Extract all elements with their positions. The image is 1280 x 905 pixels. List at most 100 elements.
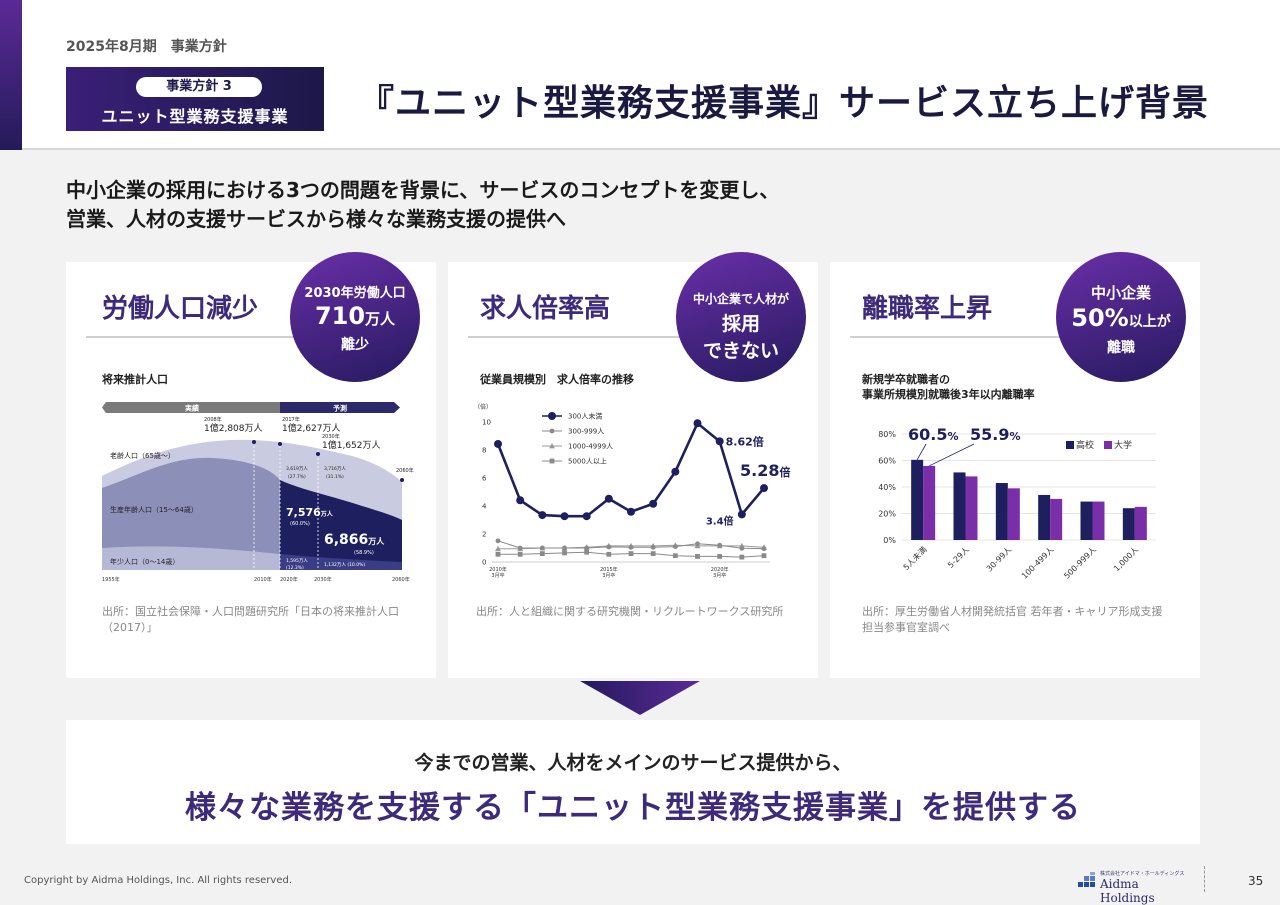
legend-label: 300-999人 xyxy=(568,428,604,436)
policy-name: ユニット型業務支援事業 xyxy=(101,107,289,126)
working-band-forecast xyxy=(280,480,402,570)
legend-marker xyxy=(548,412,556,420)
label-2008-value: 1億2,808万人 xyxy=(204,422,263,434)
card-turnover: 離職率上昇 中小企業 50%以上が 離職 新規学卒就職者の 事業所規模別就職後3… xyxy=(830,252,1200,678)
legend-label: 300人未満 xyxy=(568,412,602,421)
phase-actual-label: 実績 xyxy=(185,404,199,413)
child-2020: 1,595万人 xyxy=(286,558,308,564)
page-title: 『ユニット型業務支援事業』サービス立ち上げ背景 xyxy=(358,83,1210,124)
label-elderly: 老齢人口（65歳～） xyxy=(110,451,175,460)
label-2017-value: 1億2,627万人 xyxy=(282,422,341,434)
bar xyxy=(995,483,1008,540)
data-point xyxy=(517,551,523,557)
x-tick-label: 500-999人 xyxy=(1062,545,1098,581)
y-tick-label: 80% xyxy=(878,430,896,439)
point-2017 xyxy=(278,442,282,446)
x-tick-2030: 2030年 xyxy=(314,576,332,583)
badge-circle: 中小企業 50%以上が 離職 xyxy=(1056,252,1186,382)
copyright: Copyright by Aidma Holdings, Inc. All ri… xyxy=(24,875,293,886)
working-2020: 7,576万人 xyxy=(286,506,334,519)
bar xyxy=(1122,508,1135,540)
annotation-university-value: 55.9 xyxy=(970,425,1009,444)
bar xyxy=(1080,501,1093,540)
data-point xyxy=(539,551,545,556)
badge-line-3: できない xyxy=(702,340,779,362)
data-point xyxy=(671,467,680,476)
data-point xyxy=(693,419,702,428)
data-point xyxy=(672,544,678,549)
bar xyxy=(911,459,924,540)
annotation-leader xyxy=(928,443,975,467)
divider xyxy=(86,336,416,338)
y-tick-label: 10 xyxy=(482,419,491,427)
data-point xyxy=(495,551,501,557)
x-tick-2020: 2020年 xyxy=(280,576,298,583)
data-point xyxy=(737,510,746,519)
data-point xyxy=(672,553,678,559)
card-title: 求人倍率高 xyxy=(480,294,611,324)
badge-line-1: 中小企業で人材が xyxy=(692,292,789,306)
working-2030-number: 6,866 xyxy=(324,532,368,548)
card-labor-decline: 労働人口減少 2030年労働人口 710万人 離少 将来推計人口 実績 予測 2… xyxy=(66,252,436,678)
source-note: 出所：国立社会保障・人口問題研究所「日本の将来推計人口（2017）」 xyxy=(102,605,399,634)
page-number: 35 xyxy=(1248,874,1264,888)
x-tick-2060: 2060年 xyxy=(392,576,410,583)
bar xyxy=(953,472,966,540)
y-tick-label: 60% xyxy=(878,457,896,466)
data-point xyxy=(495,545,501,552)
badge-unit: 以上が xyxy=(1128,314,1171,330)
data-point xyxy=(695,554,700,559)
working-2030: 6,866万人 xyxy=(324,532,385,548)
x-tick-label: 30-99人 xyxy=(985,545,1013,573)
badge-circle: 中小企業で人材が 採用 できない xyxy=(676,252,806,382)
child-2020-pct: (12.3%) xyxy=(286,565,304,571)
legend-label: 高校 xyxy=(1076,439,1094,451)
label-2060-year: 2060年 xyxy=(396,467,414,474)
accent-bar xyxy=(0,0,22,150)
annotation-last-value: 5.28 xyxy=(740,461,779,480)
intro-text: 中小企業の採用における3つの問題を背景に、サービスのコンセプトを変更し、 営業、… xyxy=(66,176,779,234)
annotation-high-school: 60.5% xyxy=(908,425,959,444)
data-point xyxy=(582,512,591,521)
intro-line-2: 営業、人材の支援サービスから様々な業務支援の提供へ xyxy=(66,207,566,231)
elderly-2030-pct: (31.1%) xyxy=(326,474,344,480)
down-arrow-icon xyxy=(580,681,700,715)
y-tick-label: 6 xyxy=(482,475,487,483)
annotation-university-unit: % xyxy=(1009,430,1020,443)
data-point xyxy=(715,437,724,446)
legend-marker xyxy=(549,458,555,464)
x-tick-label: 2010年 xyxy=(489,566,507,573)
annotation-last: 5.28倍 xyxy=(740,461,790,480)
chart-caption: 将来推計人口 xyxy=(102,373,168,386)
company-logo: 株式会社アイドマ・ホールディングス Aidma Holdings xyxy=(1078,866,1188,905)
y-tick-label: 0 xyxy=(482,559,486,567)
y-tick-label: 0% xyxy=(883,536,896,545)
data-point xyxy=(628,544,634,550)
badge-number: 50% xyxy=(1071,304,1129,332)
data-point xyxy=(628,551,634,556)
legend-label: 5000人以上 xyxy=(568,457,607,466)
x-tick-2010: 2010年 xyxy=(254,576,272,583)
data-point xyxy=(539,545,545,551)
x-tick-1955: 1955年 xyxy=(102,576,120,583)
data-point xyxy=(739,554,745,560)
legend-marker xyxy=(549,443,555,449)
data-point xyxy=(562,545,567,551)
logo-company-name: Aidma Holdings xyxy=(1100,877,1155,905)
badge-unit: 万人 xyxy=(365,310,396,328)
badge-line-1: 2030年労働人口 xyxy=(304,286,406,301)
annotation-peak: 8.62倍 xyxy=(726,434,764,448)
conclusion-line-2: 様々な業務を支援する「ユニット型業務支援事業」を提供する xyxy=(185,790,1081,826)
point-2030 xyxy=(316,452,320,456)
x-tick-label: 3月卒 xyxy=(602,572,615,579)
annotation-dip: 3.4倍 xyxy=(706,514,734,527)
chart-caption: 新規学卒就職者の 事業所規模別就職後3年以内離職率 xyxy=(862,372,1035,402)
bar xyxy=(965,476,978,540)
label-2030-year: 2030年 xyxy=(322,433,340,440)
turnover-chart: 0% 20% 40% 60% 80% 5人未満 5-29人 30-99人 100-499人 500… xyxy=(878,425,1156,581)
y-tick-label: 4 xyxy=(482,503,487,511)
x-tick-label: 100-499人 xyxy=(1020,545,1056,581)
badge-line-2: 採用 xyxy=(721,313,760,335)
bar xyxy=(1134,506,1147,540)
x-tick-label: 5-29人 xyxy=(946,545,971,570)
